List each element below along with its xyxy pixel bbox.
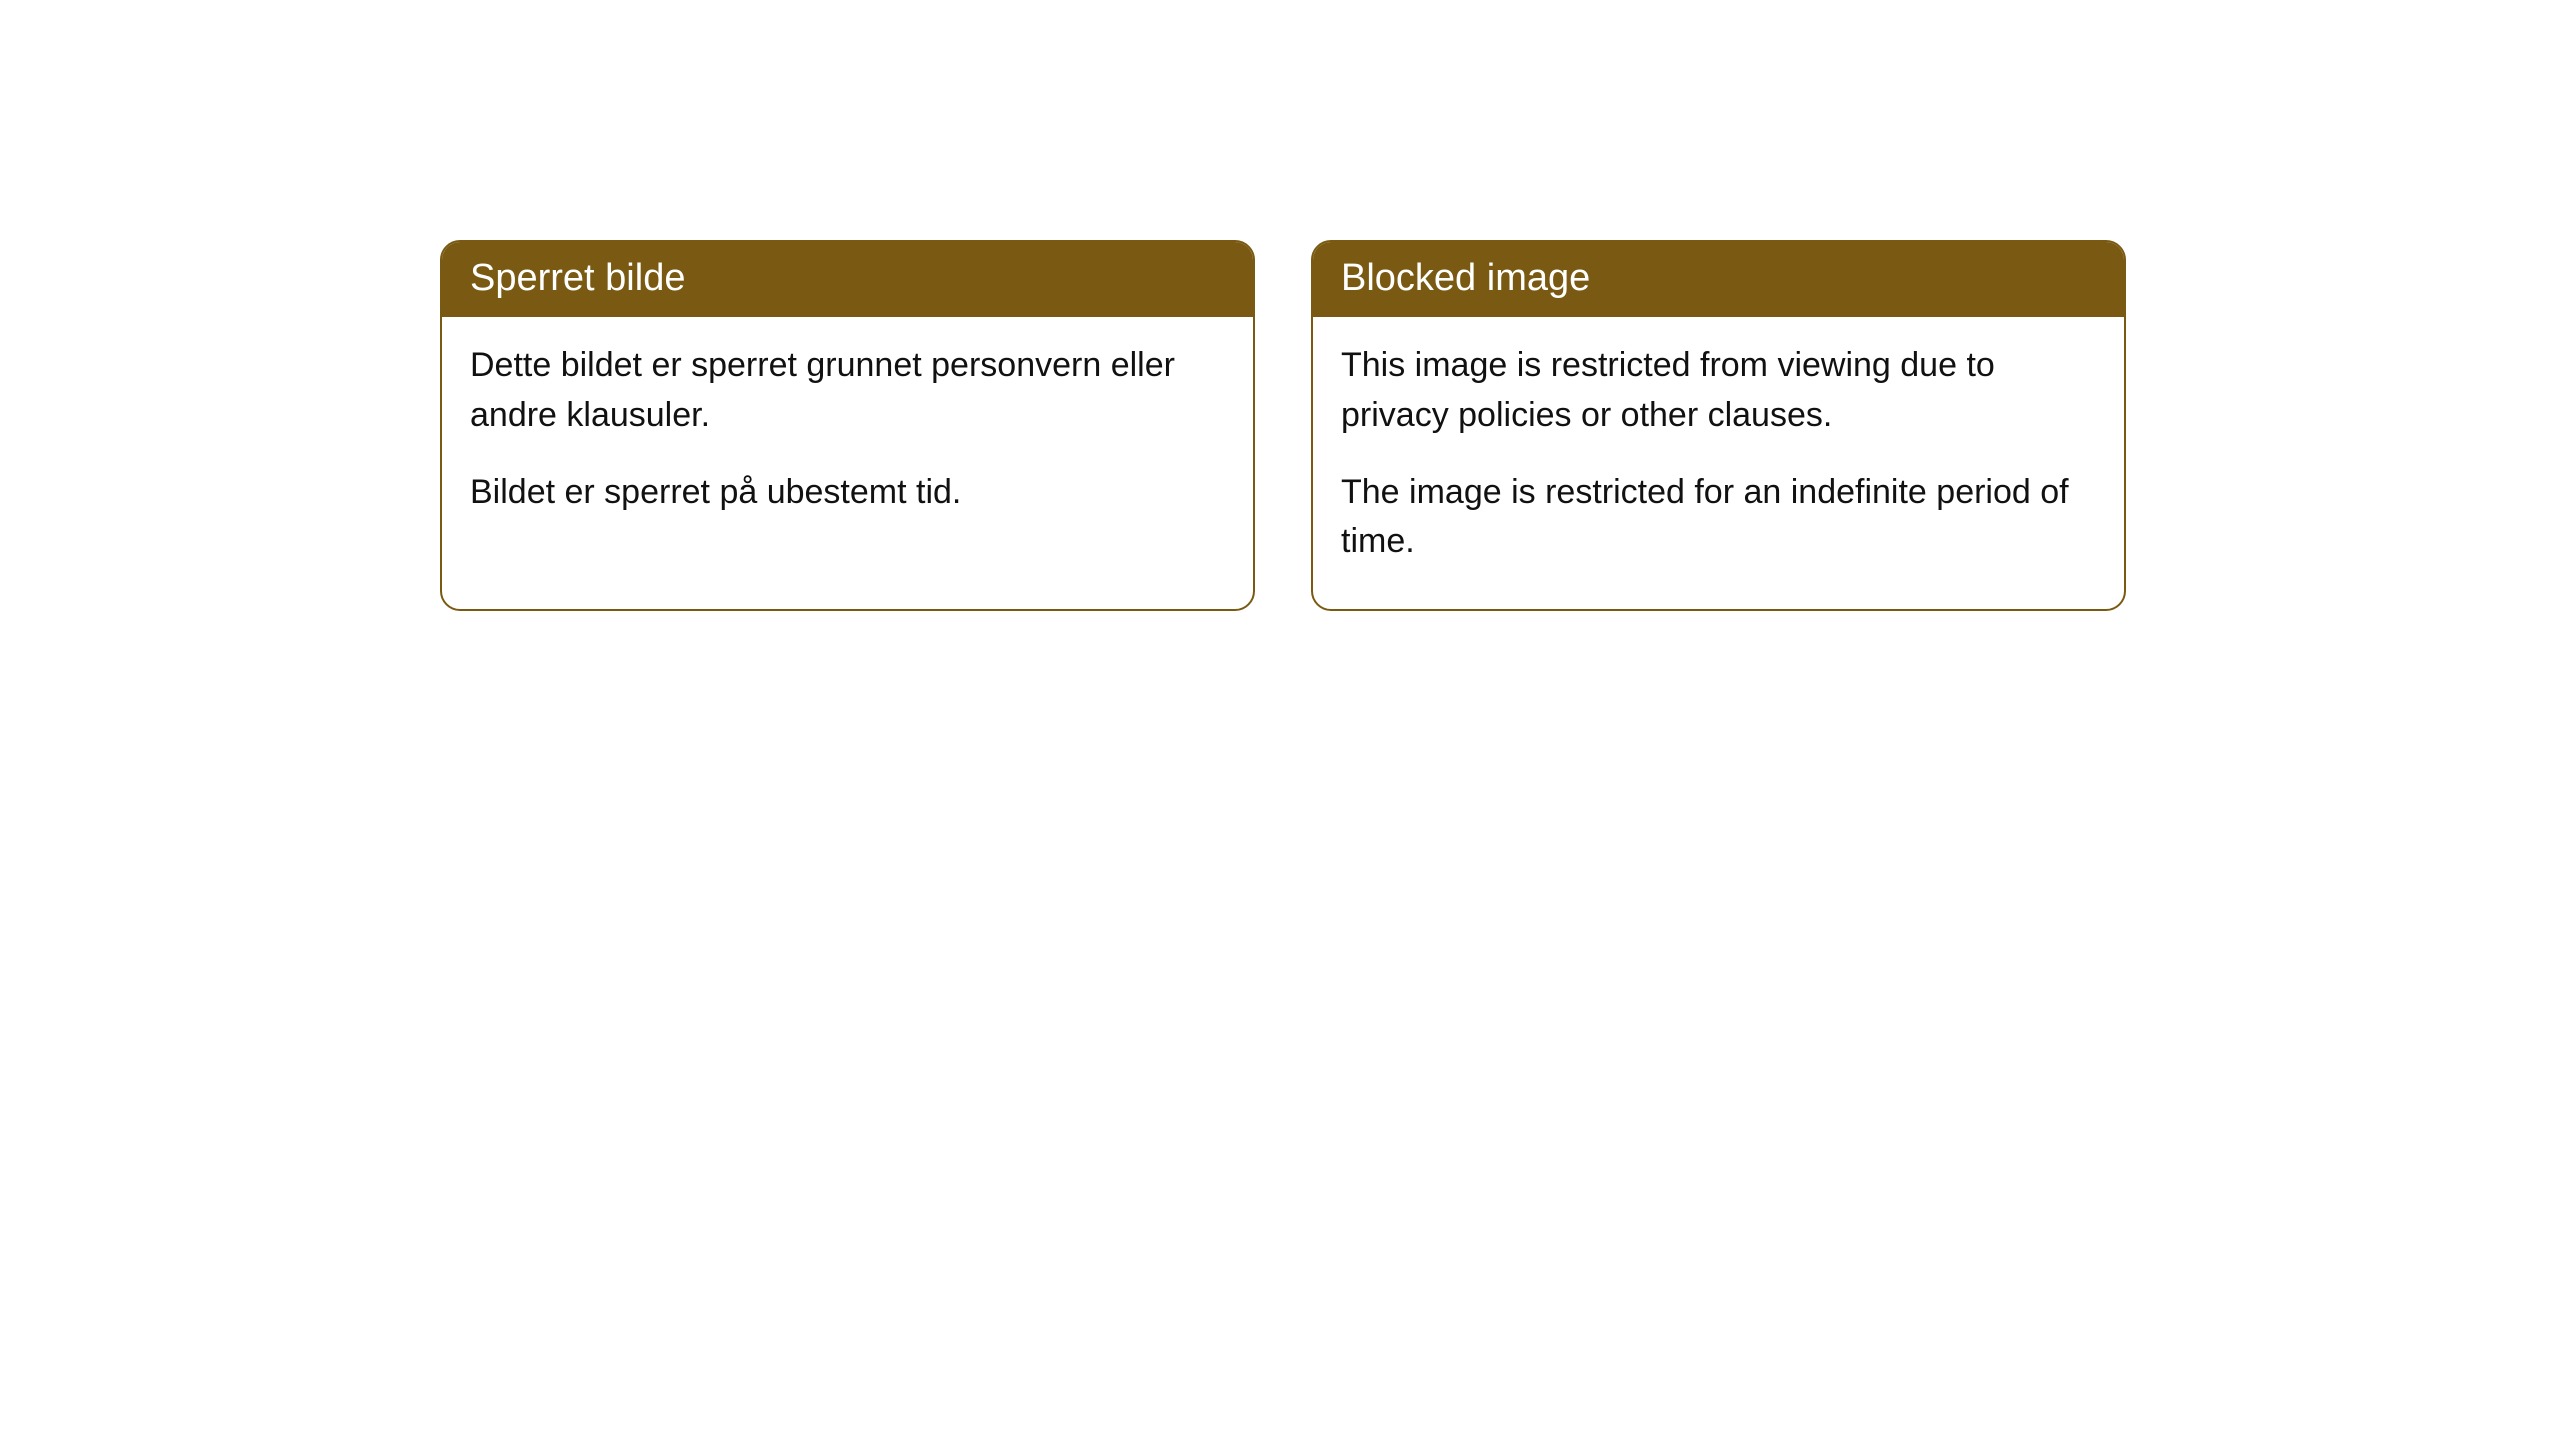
notice-cards-container: Sperret bilde Dette bildet er sperret gr…: [440, 240, 2126, 611]
card-text-norwegian-2: Bildet er sperret på ubestemt tid.: [470, 468, 1225, 517]
card-header-english: Blocked image: [1313, 242, 2124, 317]
notice-card-norwegian: Sperret bilde Dette bildet er sperret gr…: [440, 240, 1255, 611]
card-body-english: This image is restricted from viewing du…: [1313, 317, 2124, 608]
card-text-norwegian-1: Dette bildet er sperret grunnet personve…: [470, 341, 1225, 440]
card-text-english-1: This image is restricted from viewing du…: [1341, 341, 2096, 440]
card-header-norwegian: Sperret bilde: [442, 242, 1253, 317]
card-text-english-2: The image is restricted for an indefinit…: [1341, 468, 2096, 567]
card-body-norwegian: Dette bildet er sperret grunnet personve…: [442, 317, 1253, 559]
notice-card-english: Blocked image This image is restricted f…: [1311, 240, 2126, 611]
